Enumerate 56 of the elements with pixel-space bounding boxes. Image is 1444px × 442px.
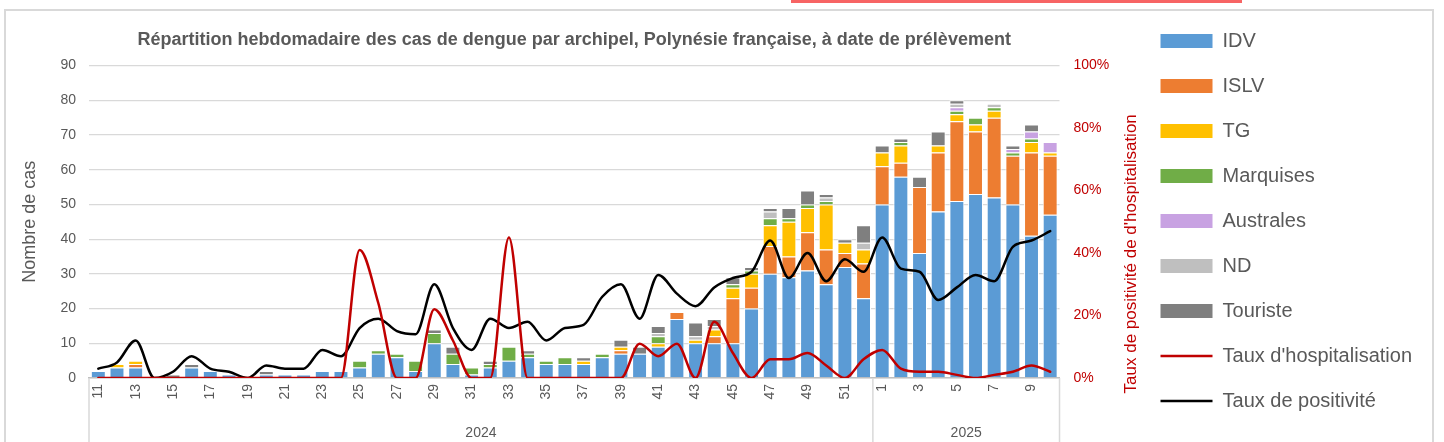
y2-tick-label: 80% — [1073, 118, 1102, 135]
x-tick-label: 31 — [462, 383, 479, 400]
x-tick-label: 15 — [163, 383, 180, 400]
text: 2024 — [465, 424, 497, 440]
x-tick-label: 21 — [275, 383, 292, 400]
y-tick-label: 40 — [60, 230, 77, 247]
x-tick-label: 33 — [499, 383, 516, 400]
x-tick-label: 41 — [649, 383, 666, 400]
y-tick-label: 30 — [60, 264, 77, 281]
x-tick-label: 3 — [910, 383, 927, 392]
x-tick-label: 27 — [387, 383, 404, 400]
y-tick-label: 10 — [60, 334, 77, 351]
x-tick-label: 45 — [723, 383, 740, 400]
y-tick-label: 60 — [60, 160, 77, 177]
y2-axis-title: Taux de positivité de d'hospitalisation — [1121, 114, 1141, 394]
y2-tick-label: 40% — [1073, 243, 1102, 260]
x-tick-label: 5 — [947, 383, 964, 392]
y-tick-label: 50 — [60, 195, 77, 212]
x-tick-label: 11 — [89, 383, 106, 399]
x-tick-label: 25 — [350, 383, 367, 400]
legend-label: ISLV — [1222, 73, 1266, 96]
legend-label: Australes — [1222, 208, 1306, 231]
x-tick-label: 37 — [574, 383, 591, 400]
x-tick-label: 39 — [611, 383, 628, 400]
y-tick-label: 70 — [60, 125, 77, 142]
y2-tick-label: 60% — [1073, 181, 1102, 198]
legend-label: Taux d'hospitalisation — [1222, 343, 1413, 366]
x-tick-label: 43 — [686, 383, 703, 400]
legend-label: IDV — [1222, 28, 1257, 51]
legend-label: TG — [1222, 118, 1251, 141]
y2-tick-label: 20% — [1073, 306, 1102, 323]
y-axis-title: Nombre de cas — [18, 160, 39, 283]
legend-label: Marquises — [1222, 163, 1315, 186]
legend-label: ND — [1222, 253, 1252, 276]
x-tick-label: 19 — [238, 383, 255, 400]
chart-title: Répartition hebdomadaire des cas de dengue par archipel, Polynésie française, à date de prélèvement — [137, 28, 1011, 49]
x-tick-label: 13 — [126, 383, 143, 400]
y-tick-label: 20 — [60, 299, 77, 316]
x-tick-label: 49 — [798, 383, 815, 400]
y-tick-label: 0 — [68, 368, 77, 385]
x-tick-label: 17 — [201, 383, 218, 400]
x-tick-label: 47 — [761, 383, 778, 400]
x-tick-label: 29 — [425, 383, 442, 400]
y-tick-label: 80 — [60, 91, 77, 108]
x-tick-label: 9 — [1022, 383, 1039, 392]
legend-label: Touriste — [1222, 298, 1293, 321]
y-tick-label: 90 — [60, 56, 77, 73]
x-tick-label: 23 — [313, 383, 330, 400]
text: 2025 — [950, 424, 982, 440]
x-tick-label: 7 — [985, 383, 1002, 392]
x-tick-label: 1 — [873, 383, 890, 392]
y2-tick-label: 100% — [1073, 56, 1110, 73]
y2-tick-label: 0% — [1073, 368, 1094, 385]
x-tick-label: 51 — [835, 383, 852, 400]
legend-label: Taux de positivité — [1222, 388, 1376, 411]
x-tick-label: 35 — [537, 383, 554, 400]
